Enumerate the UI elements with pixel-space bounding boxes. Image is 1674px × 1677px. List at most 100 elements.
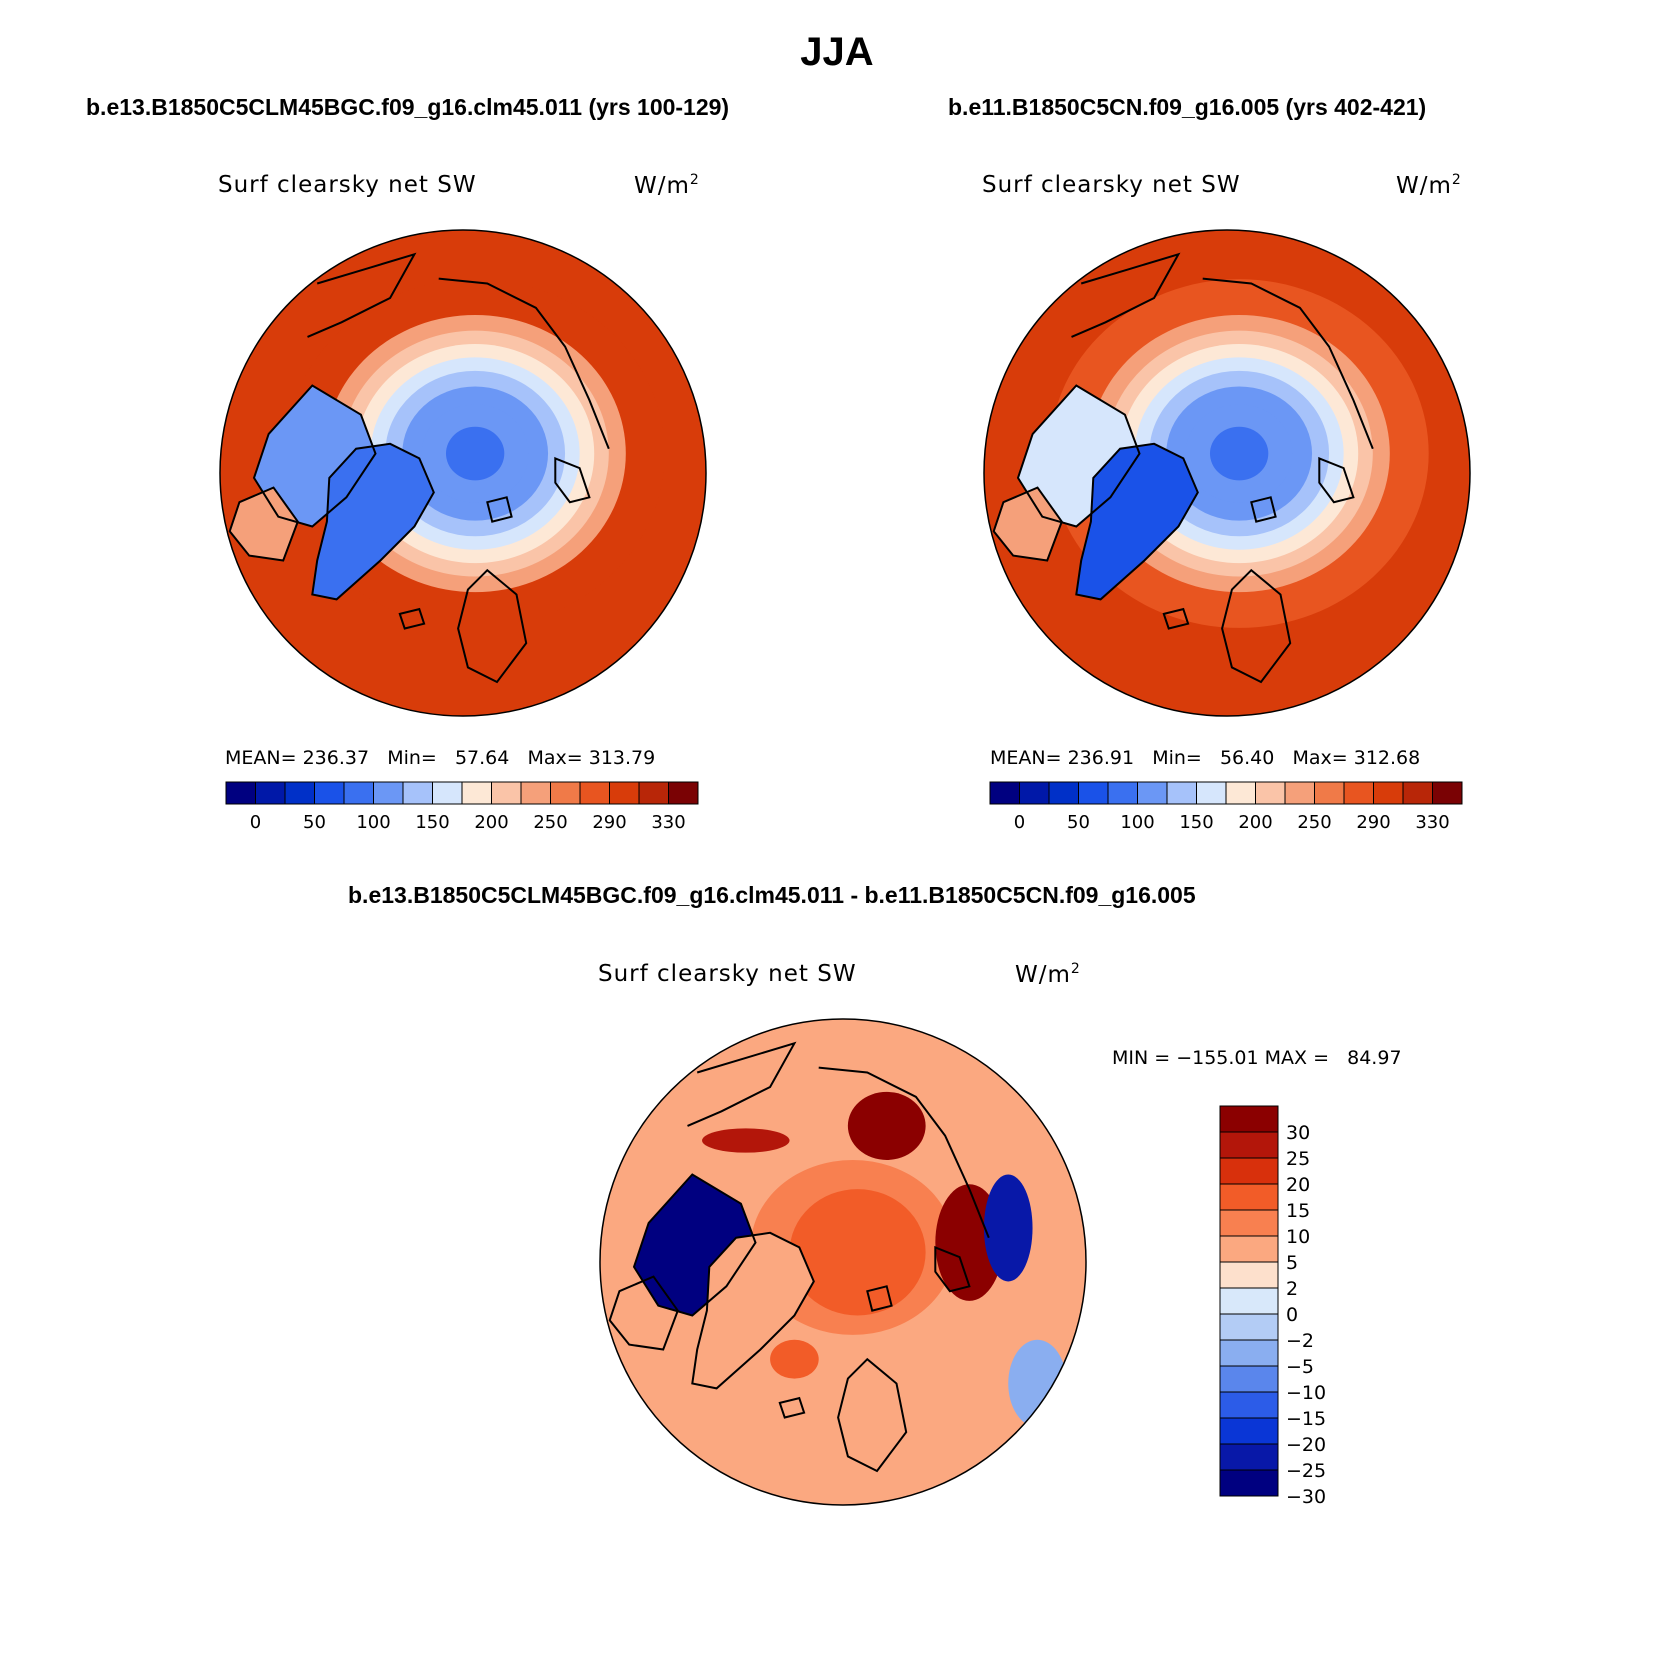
panel2-variable-label: Surf clearsky net SW (982, 172, 1241, 198)
colorbar-box-10 (1284, 781, 1315, 805)
map-boundary-circle (219, 229, 707, 717)
colorbar-tick-label: 290 (592, 812, 626, 833)
colorbar-box-1 (1219, 1131, 1279, 1159)
coastline-line-1 (818, 1066, 990, 1239)
panel1-min-value: 57.64 (454, 747, 510, 769)
colorbar-box-12 (1219, 1417, 1279, 1445)
coastlines (228, 252, 610, 684)
colorbar-box-13 (1219, 1443, 1279, 1471)
panel2-min-label: Min= (1152, 747, 1202, 769)
colorbar-box-15 (1432, 781, 1463, 805)
panel1-colorbar: 0 50 100 150 200 250 290 330 (225, 781, 699, 833)
field-europe-negative (1008, 1339, 1067, 1428)
colorbar-box-14 (638, 781, 669, 805)
coastlines (992, 252, 1374, 684)
colorbar-box-7 (1219, 1287, 1279, 1315)
colorbar-box-5 (1219, 1235, 1279, 1263)
colorbar-box-9 (1255, 781, 1286, 805)
field-hudson (993, 487, 1062, 561)
colorbar-box-3 (314, 781, 345, 805)
colorbar-tick-label: −30 (1286, 1486, 1326, 1504)
panel3-variable-label: Surf clearsky net SW (598, 961, 857, 987)
colorbar-box-4 (1219, 1209, 1279, 1237)
panel3-units-label: W/m2 (1015, 961, 1081, 988)
panel1-variable-label: Surf clearsky net SW (218, 172, 477, 198)
colorbar-tick-label: 10 (1286, 1226, 1310, 1248)
panel1-mean-value: 236.37 (302, 747, 370, 769)
field-greenland-diff (692, 1232, 814, 1389)
colorbar-box-12 (1343, 781, 1374, 805)
coastline-5 (934, 1245, 971, 1293)
panel1-polar-map (219, 229, 707, 717)
field-alaska-positive (702, 1128, 790, 1153)
panel1-min-label: Min= (387, 747, 437, 769)
panel2-units-label: W/m2 (1396, 172, 1462, 199)
colorbar-box-2 (1219, 1157, 1279, 1185)
colorbar-tick-label: −25 (1286, 1460, 1326, 1482)
colorbar-tick-label: 2 (1286, 1278, 1298, 1300)
coastline-line-1 (1202, 277, 1374, 450)
colorbar-tick-label: 150 (1179, 812, 1213, 833)
coastline-0 (311, 442, 435, 601)
colorbar-tick-label: 50 (303, 812, 326, 833)
colorbar-box-2 (1048, 781, 1079, 805)
colorbar-box-8 (461, 781, 492, 805)
panel3-polar-map (599, 1018, 1087, 1506)
colorbar-tick-label: 0 (1286, 1304, 1298, 1326)
coastline-1 (632, 1173, 757, 1317)
colorbar-box-5 (373, 781, 404, 805)
map-field (220, 230, 706, 716)
panel2-min-value: 56.40 (1219, 747, 1275, 769)
coastline-line-0 (1071, 252, 1181, 338)
colorbar-box-13 (609, 781, 640, 805)
colorbar-tick-label: −20 (1286, 1434, 1326, 1456)
field-iceland-positive (770, 1339, 819, 1379)
colorbar-box-2 (284, 781, 315, 805)
colorbar-box-14 (1402, 781, 1433, 805)
coastline-1 (252, 384, 377, 528)
colorbar-box-11 (1219, 1391, 1279, 1419)
field-siberia-negative (983, 1174, 1033, 1282)
colorbar-box-7 (432, 781, 463, 805)
colorbar-box-0 (1219, 1105, 1279, 1133)
colorbar-box-7 (1196, 781, 1227, 805)
coastline-3 (1221, 568, 1292, 684)
colorbar-box-6 (1166, 781, 1197, 805)
colorbar-box-11 (550, 781, 581, 805)
colorbar-box-4 (1107, 781, 1138, 805)
colorbar-tick-label: 100 (356, 812, 390, 833)
map-boundary-circle (599, 1018, 1087, 1506)
colorbar-box-0 (989, 781, 1020, 805)
colorbar-tick-label: −2 (1286, 1330, 1314, 1352)
coastline-6 (1250, 496, 1277, 523)
coastline-2 (608, 1275, 679, 1351)
colorbar-tick-label: 15 (1286, 1200, 1310, 1222)
colorbar-box-3 (1219, 1183, 1279, 1211)
coastlines (608, 1041, 990, 1473)
colorbar-tick-label: 50 (1067, 812, 1090, 833)
colorbar-box-0 (225, 781, 256, 805)
panel1-case-title: b.e13.B1850C5CLM45BGC.f09_g16.clm45.011 … (86, 94, 730, 120)
colorbar-box-3 (1078, 781, 1109, 805)
colorbar-box-9 (491, 781, 522, 805)
coastline-3 (457, 568, 528, 684)
colorbar-tick-label: 30 (1286, 1122, 1310, 1144)
field-band-8 (445, 426, 505, 481)
coastline-2 (992, 486, 1063, 562)
colorbar-tick-label: 330 (651, 812, 685, 833)
coastline-2 (228, 486, 299, 562)
map-field (984, 230, 1470, 716)
panel3-case-title: b.e13.B1850C5CLM45BGC.f09_g16.clm45.011 … (348, 882, 1196, 908)
coastline-line-0 (307, 252, 417, 338)
colorbar-box-10 (520, 781, 551, 805)
colorbar-tick-label: 250 (1297, 812, 1331, 833)
panel2-case-title: b.e11.B1850C5CN.f09_g16.005 (yrs 402-421… (948, 94, 1427, 120)
coastline-line-0 (687, 1041, 797, 1127)
colorbar-tick-label: 200 (474, 812, 508, 833)
colorbar-box-13 (1373, 781, 1404, 805)
panel2-max-value: 312.68 (1353, 747, 1421, 769)
colorbar-box-4 (343, 781, 374, 805)
coastline-6 (866, 1285, 893, 1312)
colorbar-tick-label: −5 (1286, 1356, 1314, 1378)
